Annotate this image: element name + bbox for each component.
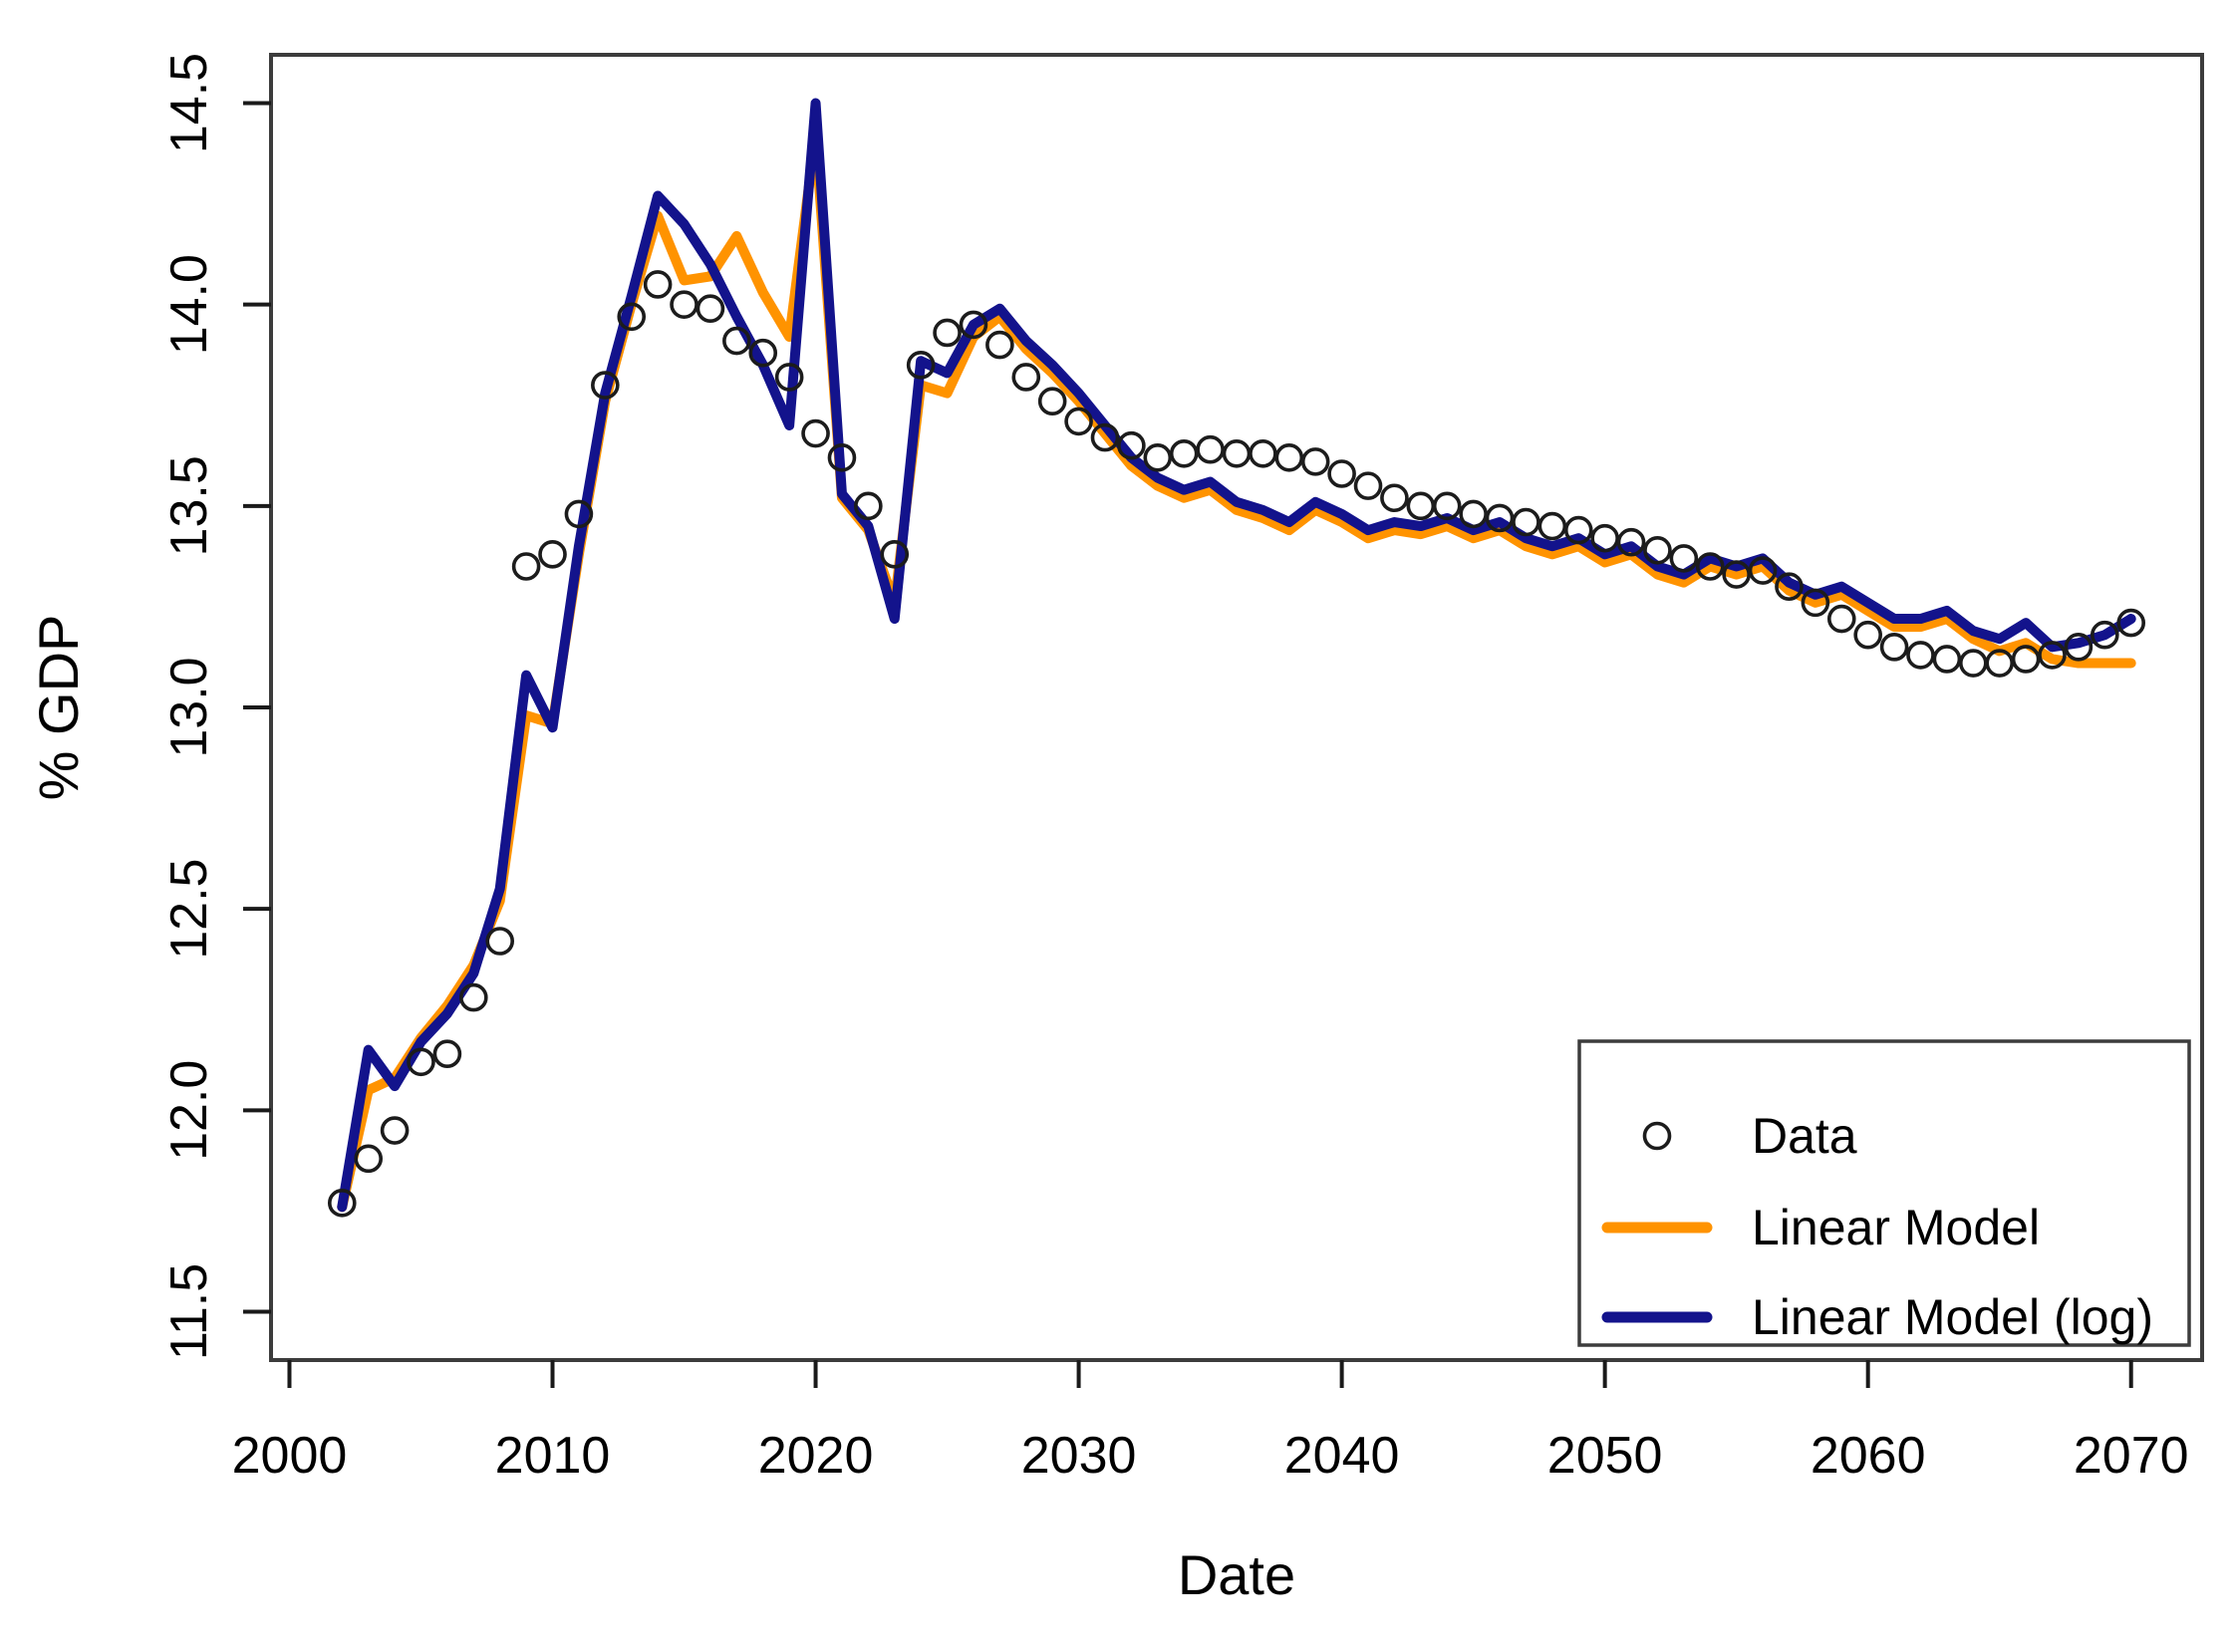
data-point xyxy=(1643,536,1672,565)
data-point xyxy=(1117,430,1146,460)
data-point xyxy=(1906,641,1935,670)
data-point xyxy=(933,318,962,348)
data-point xyxy=(854,491,883,521)
data-point xyxy=(1274,443,1304,472)
data-point xyxy=(538,540,567,569)
data-point xyxy=(1801,588,1830,618)
x-axis-title: Date xyxy=(1178,1543,1295,1606)
y-tick-label: 12.0 xyxy=(160,1060,218,1161)
data-point xyxy=(1722,560,1751,589)
data-point xyxy=(1775,572,1804,602)
y-tick-label: 11.5 xyxy=(160,1263,218,1360)
data-point xyxy=(774,363,804,392)
data-point xyxy=(1512,507,1540,537)
data-point xyxy=(985,330,1014,360)
legend-label-data: Data xyxy=(1752,1108,1857,1164)
x-tick-label: 2000 xyxy=(232,1427,348,1485)
data-point xyxy=(827,443,857,472)
data-point xyxy=(2091,620,2119,650)
legend-label-linear-model-log: Linear Model (log) xyxy=(1752,1289,2153,1345)
data-point xyxy=(354,1144,383,1174)
data-point xyxy=(2011,645,2041,674)
data-point xyxy=(1695,552,1725,581)
data-point xyxy=(1406,491,1436,521)
data-point xyxy=(801,418,830,448)
data-point xyxy=(722,326,751,356)
y-tick-label: 13.5 xyxy=(160,455,218,556)
data-point xyxy=(1459,499,1488,529)
data-point xyxy=(1353,471,1383,500)
data-point xyxy=(696,294,725,324)
data-point xyxy=(1380,483,1409,513)
data-point xyxy=(432,1039,462,1069)
data-point xyxy=(1616,527,1646,557)
x-tick-label: 2020 xyxy=(758,1427,874,1485)
data-point xyxy=(1090,422,1120,452)
y-tick-label: 12.5 xyxy=(160,859,218,960)
data-point xyxy=(1143,443,1173,472)
y-tick-label: 14.5 xyxy=(160,53,218,153)
series-line-linear-model-log- xyxy=(337,98,2136,1213)
series-layer xyxy=(327,98,2146,1218)
data-point xyxy=(617,302,647,332)
data-point xyxy=(1563,515,1593,545)
x-tick-label: 2030 xyxy=(1021,1427,1137,1485)
data-point xyxy=(1537,511,1567,541)
data-point xyxy=(1169,438,1199,468)
data-point xyxy=(327,1189,357,1218)
y-axis-title: % GDP xyxy=(27,615,90,801)
data-point xyxy=(670,290,698,319)
data-point xyxy=(1249,438,1277,468)
data-point xyxy=(1932,645,1962,674)
data-point xyxy=(1748,556,1778,585)
data-point xyxy=(1064,407,1093,436)
data-point xyxy=(1300,447,1330,476)
data-point xyxy=(1958,649,1988,678)
data-point xyxy=(2064,633,2093,662)
data-point xyxy=(1011,363,1041,392)
legend-box xyxy=(1577,1039,2191,1347)
data-point xyxy=(1222,438,1252,468)
data-point xyxy=(380,1116,410,1145)
legend-label-linear-model: Linear Model xyxy=(1752,1200,2040,1255)
data-point xyxy=(1196,434,1225,464)
data-point xyxy=(1327,459,1356,488)
x-tick-label: 2050 xyxy=(1547,1427,1663,1485)
data-point xyxy=(1485,503,1515,533)
axes-layer: 2000 2010 2020 2030 2040 2050 2060 2070 11.5 12.0… xyxy=(160,53,2204,1485)
data-point xyxy=(1879,633,1909,662)
data-point xyxy=(748,338,778,368)
x-tick-label: 2060 xyxy=(1811,1427,1926,1485)
data-point xyxy=(1985,649,2014,678)
data-point xyxy=(1037,387,1067,416)
data-point xyxy=(459,982,488,1012)
data-point xyxy=(485,927,515,956)
data-point xyxy=(643,270,673,299)
data-point xyxy=(1826,604,1856,634)
data-point xyxy=(959,310,988,340)
x-tick-label: 2040 xyxy=(1284,1427,1400,1485)
legend: Data Linear Model Linear Model (log) xyxy=(1577,1039,2191,1347)
data-point xyxy=(1590,523,1619,553)
x-tick-label: 2070 xyxy=(2074,1427,2189,1485)
data-point xyxy=(906,351,936,380)
data-point xyxy=(2116,608,2146,638)
data-point xyxy=(591,371,620,400)
data-point xyxy=(1853,620,1882,650)
data-point xyxy=(407,1047,435,1077)
legend-data-marker-icon xyxy=(1642,1121,1672,1151)
data-point xyxy=(564,499,594,529)
y-tick-label: 14.0 xyxy=(160,254,218,355)
data-point xyxy=(1432,491,1462,521)
data-point xyxy=(2038,641,2067,670)
x-tick-label: 2010 xyxy=(495,1427,611,1485)
data-point xyxy=(880,540,910,569)
data-point xyxy=(511,552,541,581)
y-tick-label: 13.0 xyxy=(160,657,218,757)
data-point xyxy=(1669,544,1699,573)
